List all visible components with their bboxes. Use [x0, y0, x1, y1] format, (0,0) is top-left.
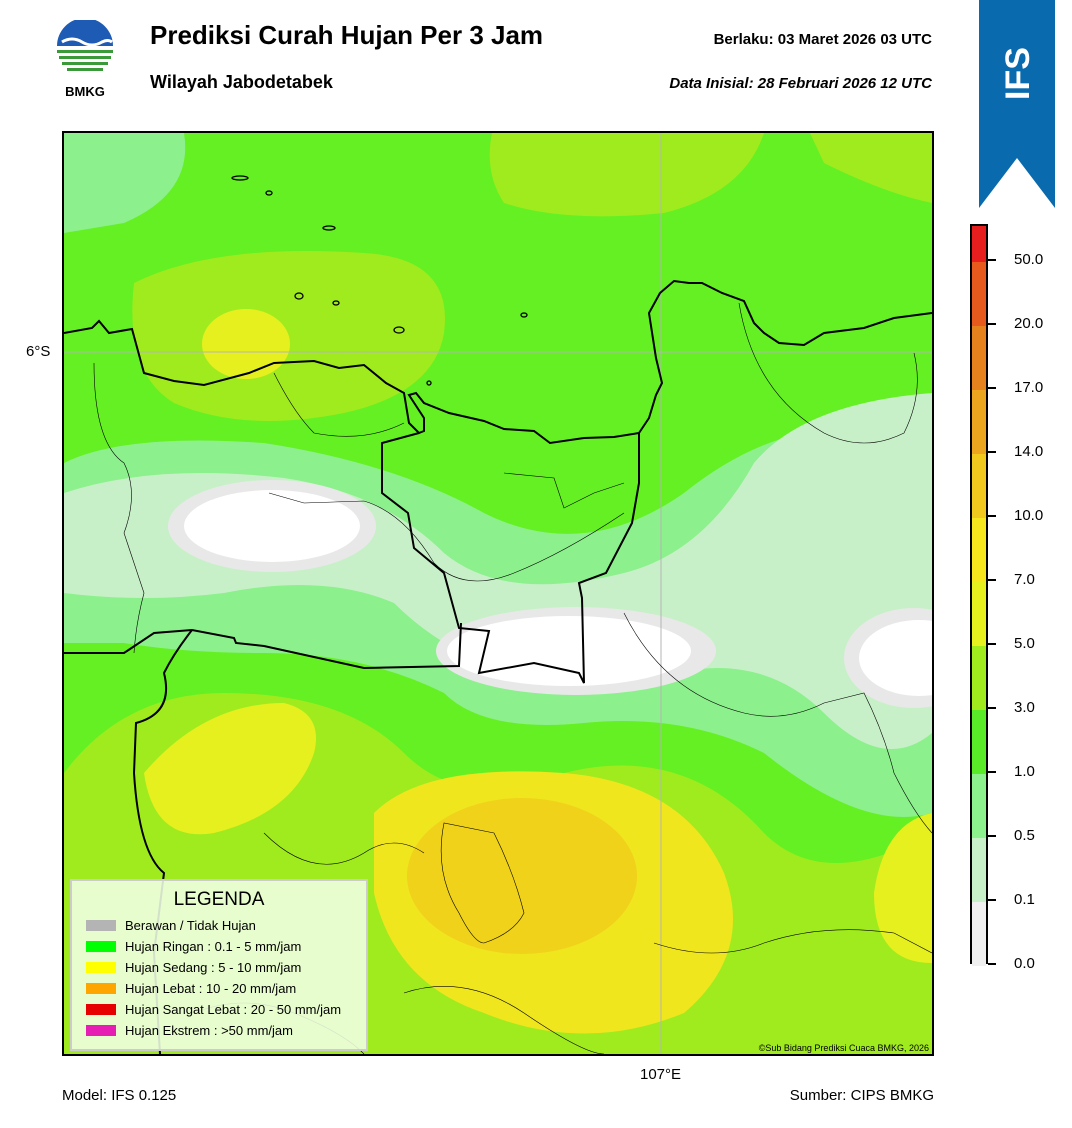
legend-item: Berawan / Tidak Hujan	[72, 915, 366, 936]
legend-title: LEGENDA	[173, 889, 265, 910]
legend-item: Hujan Sangat Lebat : 20 - 50 mm/jam	[72, 999, 366, 1020]
longitude-label: 107°E	[640, 1066, 682, 1083]
colorbar-segment	[972, 390, 986, 454]
map-credit: ©Sub Bidang Prediksi Cuaca BMKG, 2026	[758, 1043, 929, 1053]
colorbar-segment	[972, 710, 986, 774]
colorbar-segment	[972, 646, 986, 710]
legend-label: Hujan Ringan : 0.1 - 5 mm/jam	[125, 939, 302, 954]
colorbar-tick	[988, 707, 996, 709]
latitude-label: 6°S	[26, 343, 51, 360]
colorbar-segment	[972, 226, 986, 262]
colorbar-tick	[988, 899, 996, 901]
colorbar-label: 7.0	[1014, 571, 1035, 588]
page-title: Prediksi Curah Hujan Per 3 Jam	[150, 20, 544, 50]
legend-label: Hujan Sangat Lebat : 20 - 50 mm/jam	[125, 1002, 342, 1017]
colorbar-label: 0.5	[1014, 827, 1035, 844]
legend-item: Hujan Ringan : 0.1 - 5 mm/jam	[72, 936, 366, 957]
colorbar-tick	[988, 579, 996, 581]
colorbar-tick	[988, 387, 996, 389]
colorbar-label: 0.0	[1014, 955, 1035, 972]
source-info: Sumber: CIPS BMKG	[789, 1087, 934, 1104]
colorbar-segment	[972, 838, 986, 902]
colorbar-tick	[988, 259, 996, 261]
legend-label: Berawan / Tidak Hujan	[125, 918, 256, 933]
page-subtitle: Wilayah Jabodetabek	[150, 72, 333, 92]
colorbar-segment	[972, 518, 986, 582]
colorbar-tick	[988, 643, 996, 645]
colorbar-label: 17.0	[1014, 379, 1044, 396]
valid-time: Berlaku: 03 Maret 2026 03 UTC	[713, 31, 932, 48]
legend-item: Hujan Sedang : 5 - 10 mm/jam	[72, 957, 366, 978]
colorbar-tick	[988, 835, 996, 837]
colorbar	[970, 224, 988, 966]
rainfall-map-canvas	[64, 133, 932, 1054]
legend-swatch	[86, 1004, 116, 1015]
init-time: Data Inisial: 28 Februari 2026 12 UTC	[669, 75, 932, 92]
colorbar-label: 14.0	[1014, 443, 1044, 460]
colorbar-tick	[988, 515, 996, 517]
colorbar-label: 5.0	[1014, 635, 1035, 652]
legend-swatch	[86, 1025, 116, 1036]
colorbar-label: 1.0	[1014, 763, 1035, 780]
legend-swatch	[86, 941, 116, 952]
colorbar-tick	[988, 771, 996, 773]
legend-label: Hujan Ekstrem : >50 mm/jam	[125, 1023, 293, 1038]
colorbar-tick	[988, 323, 996, 325]
colorbar-label: 10.0	[1014, 507, 1044, 524]
colorbar-segment	[972, 582, 986, 646]
legend-item: Hujan Lebat : 10 - 20 mm/jam	[72, 978, 366, 999]
model-banner: IFS	[979, 0, 1055, 210]
colorbar-label: 0.1	[1014, 891, 1035, 908]
colorbar-tick	[988, 963, 996, 965]
colorbar-label: 50.0	[1014, 251, 1044, 268]
colorbar-segment	[972, 454, 986, 518]
model-banner-label: IFS	[999, 47, 1037, 100]
logo-text: BMKG	[65, 84, 105, 99]
legend-label: Hujan Sedang : 5 - 10 mm/jam	[125, 960, 302, 975]
model-info: Model: IFS 0.125	[62, 1087, 177, 1104]
colorbar-segment	[972, 902, 986, 966]
legend-item: Hujan Ekstrem : >50 mm/jam	[72, 1020, 366, 1041]
colorbar-tick	[988, 451, 996, 453]
rainfall-map[interactable]: ©Sub Bidang Prediksi Cuaca BMKG, 2026 LE…	[62, 131, 934, 1056]
colorbar-segment	[972, 326, 986, 390]
legend: LEGENDA Berawan / Tidak Hujan Hujan Ring…	[70, 879, 368, 1051]
colorbar-label: 3.0	[1014, 699, 1035, 716]
bmkg-logo: BMKG	[50, 18, 120, 100]
legend-swatch	[86, 920, 116, 931]
colorbar-segment	[972, 262, 986, 326]
colorbar-label: 20.0	[1014, 315, 1044, 332]
legend-label: Hujan Lebat : 10 - 20 mm/jam	[125, 981, 297, 996]
colorbar-segment	[972, 774, 986, 838]
legend-swatch	[86, 962, 116, 973]
legend-swatch	[86, 983, 116, 994]
